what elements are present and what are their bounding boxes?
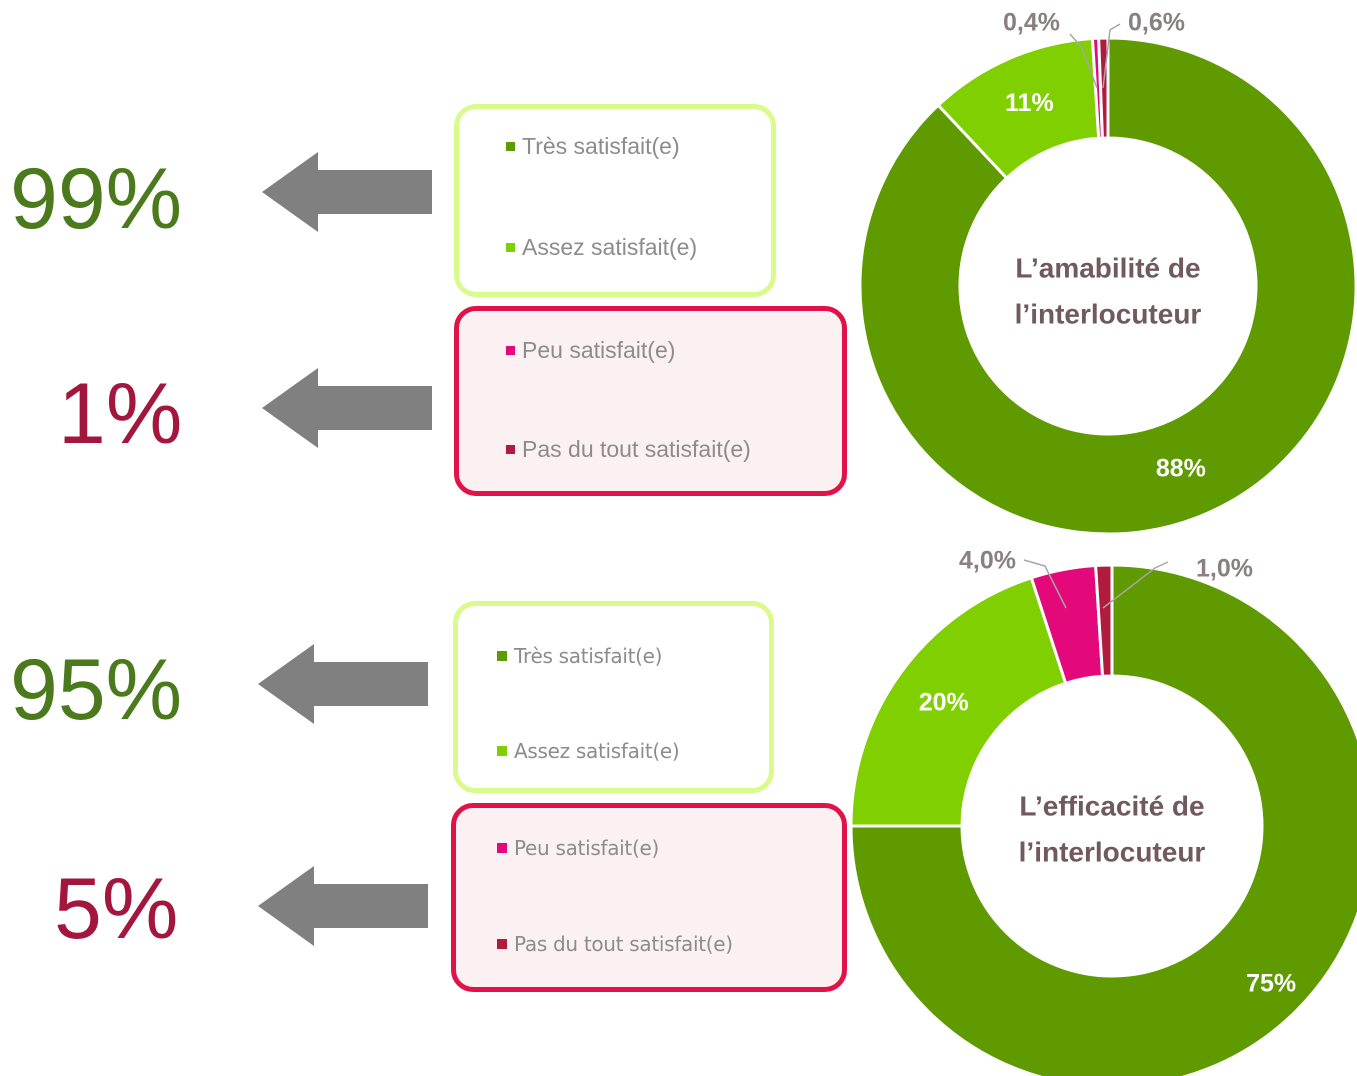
data-label: 11% bbox=[1005, 89, 1054, 117]
data-label: 1,0% bbox=[1196, 555, 1253, 583]
data-label: 75% bbox=[1246, 970, 1296, 998]
chart-title-line: L’efficacité de bbox=[1019, 790, 1204, 821]
data-label: 20% bbox=[919, 688, 969, 716]
chart-title-line: L’amabilité de bbox=[1015, 252, 1200, 283]
panel-amabilite: 99% 1% Très satisfait(e) Assez satisfait… bbox=[0, 0, 1357, 538]
data-label: 0,4% bbox=[1003, 9, 1060, 37]
chart-title-line: l’interlocuteur bbox=[1015, 298, 1202, 329]
data-label: 4,0% bbox=[959, 547, 1016, 575]
chart-title-line: l’interlocuteur bbox=[1019, 836, 1206, 867]
panel-efficacite: 95% 5% Très satisfait(e) Assez satisfait… bbox=[0, 538, 1357, 1076]
data-label: 88% bbox=[1156, 455, 1206, 483]
donut-chart-efficacite: 75% 20% 4,0% 1,0% L’efficacité de l’interlocu… bbox=[0, 538, 1357, 1076]
data-label: 0,6% bbox=[1128, 9, 1185, 37]
donut-chart-amabilite: 88% 11% 0,4% 0,6% L’amabilité de l’interlocut… bbox=[0, 0, 1357, 538]
